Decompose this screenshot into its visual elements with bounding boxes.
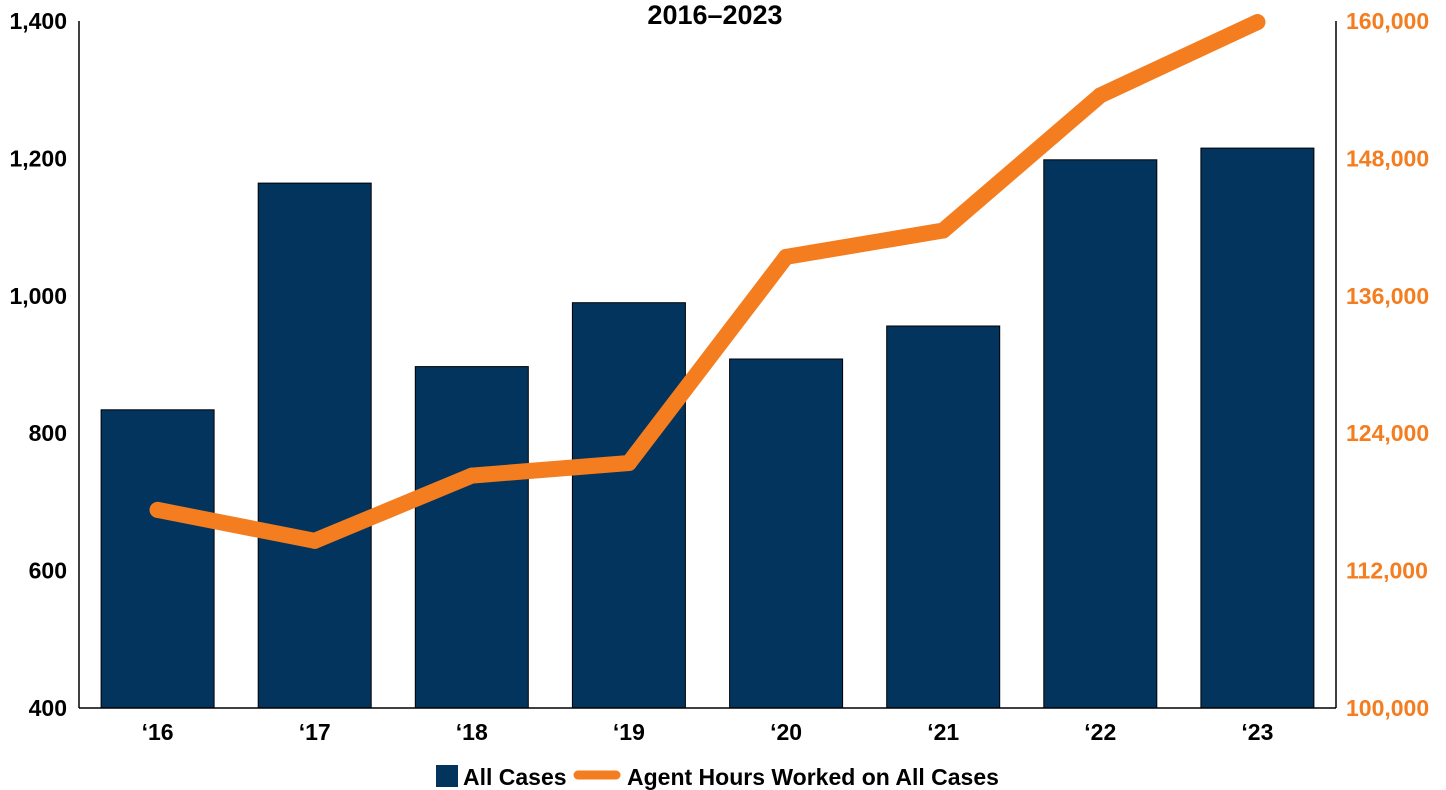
line-point-6 <box>1092 87 1109 104</box>
x-tick-label-4: ‘20 <box>770 719 802 745</box>
y-left-tick-label-5: 1,400 <box>9 8 67 34</box>
legend-swatch-all-cases <box>436 765 458 787</box>
bar-6 <box>1043 159 1158 709</box>
line-point-1 <box>306 532 323 549</box>
legend-label-agent-hours: Agent Hours Worked on All Cases <box>627 764 999 790</box>
y-right-tick-label-5: 160,000 <box>1346 8 1429 34</box>
y-left-tick-label-3: 1,000 <box>9 283 67 309</box>
bar-2 <box>414 366 529 709</box>
line-agent-hours <box>149 14 1266 549</box>
bar-5 <box>886 325 1001 709</box>
line-point-4 <box>778 248 795 265</box>
line-point-2 <box>463 467 480 484</box>
legend-label-all-cases: All Cases <box>463 764 567 790</box>
y-right-tick-label-1: 112,000 <box>1346 558 1428 584</box>
bar-1 <box>257 182 372 709</box>
y-left-tick-label-4: 1,200 <box>9 145 67 171</box>
x-tick-label-3: ‘19 <box>613 719 645 745</box>
y-left-tick-label-2: 800 <box>29 420 67 446</box>
x-tick-label-2: ‘18 <box>456 719 488 745</box>
bar-7 <box>1200 147 1315 709</box>
x-tick-label-5: ‘21 <box>927 719 959 745</box>
line-point-7 <box>1249 14 1266 31</box>
plot-area: 400 600 800 1,000 1,200 1,400 100,000 112,000 12… <box>9 8 1429 745</box>
bar-3 <box>571 302 686 709</box>
line-point-0 <box>149 501 166 518</box>
x-tick-label-7: ‘23 <box>1241 719 1273 745</box>
y-left-tick-label-0: 400 <box>29 695 67 721</box>
chart-title: 2016–2023 <box>647 0 782 30</box>
bar-0 <box>100 409 215 709</box>
line-point-5 <box>935 222 952 239</box>
y-right-tick-label-0: 100,000 <box>1346 695 1429 721</box>
bar-4 <box>729 358 844 709</box>
x-tick-label-0: ‘16 <box>142 719 174 745</box>
y-left-tick-label-1: 600 <box>29 558 67 584</box>
legend: All Cases Agent Hours Worked on All Case… <box>436 764 999 790</box>
y-right-tick-label-2: 124,000 <box>1346 420 1429 446</box>
y-right-tick-label-4: 148,000 <box>1346 145 1429 171</box>
x-tick-label-1: ‘17 <box>299 719 331 745</box>
line-point-3 <box>620 455 637 471</box>
y-right-tick-label-3: 136,000 <box>1346 283 1429 309</box>
x-tick-label-6: ‘22 <box>1084 719 1116 745</box>
